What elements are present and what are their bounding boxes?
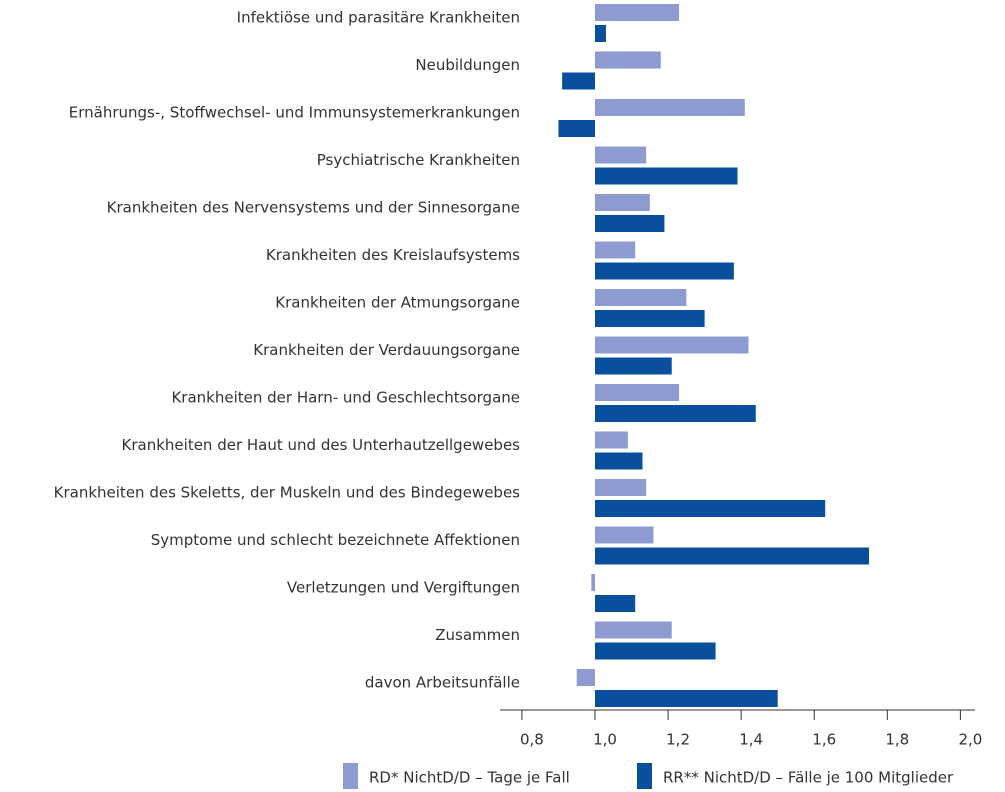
bar [558,120,595,137]
bar [595,384,680,401]
bar [576,669,595,686]
x-tick-label: 1,2 [666,731,690,749]
bar [595,241,636,259]
bar [595,194,650,211]
category-label: Krankheiten der Atmungsorgane [275,294,520,312]
bar [595,431,628,449]
bar [595,405,756,422]
x-tick-label: 1,4 [739,731,763,749]
bar [595,146,647,164]
legend-swatch [343,763,358,789]
bar [595,25,606,42]
x-tick-label: 1,8 [885,731,909,749]
bar [595,595,636,612]
x-tick-label: 1,0 [593,731,617,749]
category-label: Ernährungs-, Stoffwechsel- und Immunsyst… [69,104,520,122]
category-label: Zusammen [435,626,520,644]
bar [595,479,647,496]
category-label: Krankheiten des Kreislaufsystems [266,246,520,264]
category-label: Neubildungen [415,56,520,74]
bar [595,310,705,327]
bar [595,4,680,21]
category-label: Krankheiten des Nervensystems und der Si… [107,199,520,217]
bar [595,357,672,375]
legend-swatch [637,763,652,789]
bar [595,621,672,639]
bar [595,51,661,69]
x-tick-label: 1,6 [812,731,836,749]
bar [595,547,870,565]
category-label: Verletzungen und Vergiftungen [287,579,520,597]
bar [595,452,643,470]
x-tick-label: 2,0 [958,731,982,749]
bar [595,262,734,280]
bar [595,289,687,306]
bar [595,336,749,354]
category-label: Symptome und schlecht bezeichnete Affekt… [151,531,520,549]
category-label: Krankheiten der Harn- und Geschlechtsorg… [171,389,520,407]
bar [595,167,738,185]
bar [595,526,654,544]
category-label: Krankheiten der Haut und des Unterhautze… [122,436,521,454]
bar [595,215,665,232]
legend-label: RR** NichtD/D – Fälle je 100 Mitglieder [663,769,954,787]
bar [595,690,778,707]
bar [562,72,595,90]
bar [595,500,826,517]
category-label: Infektiöse und parasitäre Krankheiten [237,9,520,27]
category-label: Psychiatrische Krankheiten [317,151,520,169]
bar [595,642,716,660]
category-label: Krankheiten der Verdauungsorgane [253,341,520,359]
x-tick-label: 0,8 [520,731,544,749]
bar [595,99,745,116]
legend-label: RD* NichtD/D – Tage je Fall [369,769,570,787]
bar [591,574,595,591]
category-label: Krankheiten des Skeletts, der Muskeln un… [54,484,521,502]
category-label: davon Arbeitsunfälle [365,674,520,692]
